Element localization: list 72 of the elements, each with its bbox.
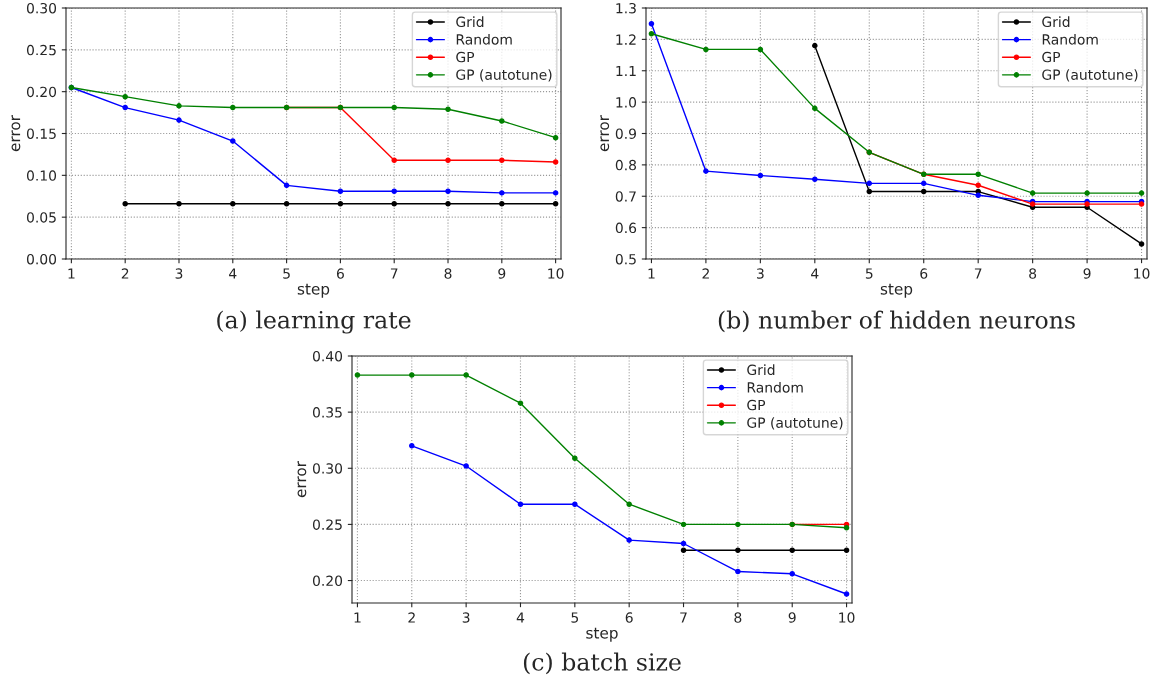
x-tick-label: 10 <box>1134 268 1150 279</box>
x-tick-label: 5 <box>865 268 873 279</box>
y-tick-label: 0.6 <box>615 222 637 234</box>
x-tick-label: 6 <box>625 612 633 623</box>
x-tick-label: 5 <box>283 268 290 279</box>
x-tick-label: 9 <box>1083 268 1091 279</box>
x-tick-label: 9 <box>498 268 506 279</box>
legend-label: GP <box>456 51 475 63</box>
legend-label: Random <box>747 381 803 393</box>
x-tick-label: 8 <box>1029 268 1037 279</box>
y-tick-label: 0.20 <box>26 86 57 98</box>
text: (a) learning rate <box>217 310 411 334</box>
y-tick-label: 0.20 <box>312 575 343 587</box>
x-axis-title: step <box>297 283 330 298</box>
text: (b) number of hidden neurons <box>718 310 1075 333</box>
legend-label: GP (autotune) <box>747 417 843 430</box>
x-tick-label: 4 <box>811 268 819 279</box>
x-tick-label: 1 <box>68 268 75 279</box>
x-tick-label: 8 <box>444 268 452 279</box>
y-tick-label: 0.40 <box>312 350 343 362</box>
legend-label: Grid <box>1042 16 1070 28</box>
x-tick-label: 10 <box>839 612 855 623</box>
y-tick-label: 0.5 <box>615 253 636 265</box>
y-tick-label: 0.8 <box>615 159 637 171</box>
x-tick-label: 4 <box>229 268 237 279</box>
x-tick-label: 9 <box>788 612 796 623</box>
x-tick-label: 2 <box>121 268 129 279</box>
y-tick-label: 0.10 <box>26 170 57 181</box>
y-tick-label: 0.25 <box>26 44 56 56</box>
y-tick-label: 0.15 <box>26 128 56 139</box>
legend-label: GP (autotune) <box>1042 69 1138 82</box>
legend-label: Random <box>456 33 512 45</box>
y-tick-label: 0.30 <box>312 463 343 474</box>
x-tick-label: 7 <box>680 612 687 623</box>
y-axis-title: error <box>11 115 21 152</box>
y-axis-title: error <box>297 461 307 498</box>
x-tick-label: 3 <box>462 612 470 623</box>
x-tick-label: 6 <box>336 268 344 279</box>
y-tick-label: 1.1 <box>616 65 636 77</box>
x-tick-label: 7 <box>974 268 982 279</box>
x-tick-label: 4 <box>516 612 525 623</box>
y-tick-label: 0.35 <box>312 407 342 418</box>
legend-label: GP <box>747 399 766 411</box>
y-tick-label: 0.30 <box>26 2 57 14</box>
legend-label: Grid <box>747 364 775 376</box>
x-tick-label: 3 <box>757 268 764 279</box>
x-tick-label: 8 <box>734 612 742 623</box>
legend-label: Grid <box>456 16 484 28</box>
y-tick-label: 0.7 <box>615 191 636 202</box>
x-tick-label: 3 <box>175 268 183 279</box>
x-tick-label: 10 <box>548 268 564 279</box>
x-tick-label: 1 <box>354 612 361 623</box>
legend-label: Random <box>1042 33 1098 45</box>
x-tick-label: 2 <box>702 268 709 279</box>
x-tick-label: 6 <box>920 268 928 279</box>
x-axis-title: step <box>880 283 913 298</box>
x-tick-label: 7 <box>390 268 398 279</box>
legend-label: GP (autotune) <box>456 69 552 82</box>
x-tick-label: 1 <box>648 268 655 279</box>
y-tick-label: 0.00 <box>26 253 57 265</box>
y-tick-label: 1.2 <box>616 34 636 45</box>
y-tick-label: 0.9 <box>615 128 636 139</box>
x-tick-label: 5 <box>571 612 579 623</box>
y-axis-title: error <box>600 115 610 152</box>
x-axis-title: step <box>586 627 618 642</box>
y-tick-label: 0.05 <box>26 212 56 223</box>
y-tick-label: 1.0 <box>616 97 637 108</box>
legend-label: GP <box>1042 51 1061 63</box>
x-tick-label: 2 <box>408 612 415 623</box>
text: (c) batch size <box>523 652 681 675</box>
y-tick-label: 1.3 <box>616 2 636 14</box>
y-tick-label: 0.25 <box>312 519 342 530</box>
